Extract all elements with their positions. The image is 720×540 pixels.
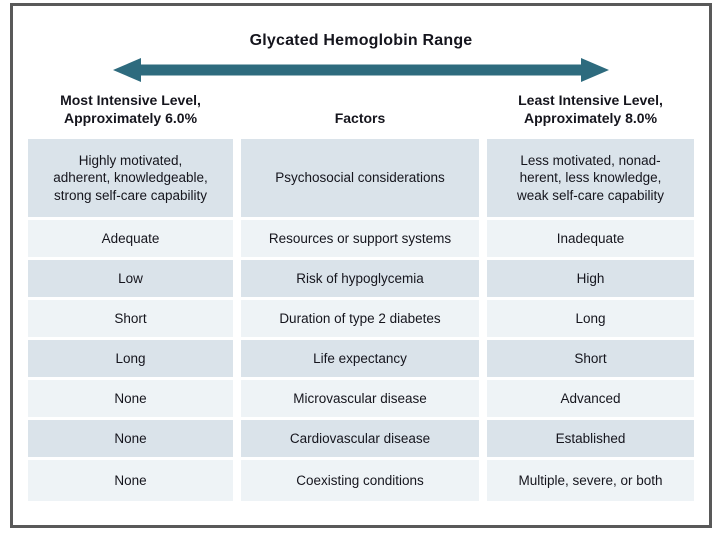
cell-most-intensive: Highly motivated, adherent, knowledgeabl… bbox=[28, 139, 233, 218]
table-row: Highly motivated, adherent, knowledgeabl… bbox=[28, 139, 694, 218]
cell-factor: Coexisting conditions bbox=[241, 460, 479, 502]
cell-most-intensive: Adequate bbox=[28, 220, 233, 258]
cell-most-intensive: None bbox=[28, 460, 233, 502]
cell-least-intensive: Multiple, severe, or both bbox=[487, 460, 694, 502]
column-headers: Most Intensive Level, Approximately 6.0%… bbox=[28, 91, 694, 127]
table-row: Short Duration of type 2 diabetes Long bbox=[28, 300, 694, 338]
table-row: None Cardiovascular disease Established bbox=[28, 420, 694, 458]
column-header-most-intensive: Most Intensive Level, Approximately 6.0% bbox=[60, 92, 201, 127]
cell-least-intensive: Established bbox=[487, 420, 694, 458]
cell-most-intensive: Low bbox=[28, 260, 233, 298]
cell-least-intensive: Inadequate bbox=[487, 220, 694, 258]
table-row: Low Risk of hypoglycemia High bbox=[28, 260, 694, 298]
cell-least-intensive: Long bbox=[487, 300, 694, 338]
cell-most-intensive: Short bbox=[28, 300, 233, 338]
cell-most-intensive: None bbox=[28, 380, 233, 418]
table-row: None Microvascular disease Advanced bbox=[28, 380, 694, 418]
cell-least-intensive: Less motivated, nonad- herent, less know… bbox=[487, 139, 694, 218]
cell-least-intensive: Short bbox=[487, 340, 694, 378]
factors-table: Highly motivated, adherent, knowledgeabl… bbox=[28, 139, 694, 502]
cell-factor: Resources or support systems bbox=[241, 220, 479, 258]
cell-factor: Cardiovascular disease bbox=[241, 420, 479, 458]
table-row: Long Life expectancy Short bbox=[28, 340, 694, 378]
cell-factor: Duration of type 2 diabetes bbox=[241, 300, 479, 338]
figure-title: Glycated Hemoglobin Range bbox=[249, 32, 473, 49]
table-row: Adequate Resources or support systems In… bbox=[28, 220, 694, 258]
cell-most-intensive: None bbox=[28, 420, 233, 458]
range-arrow bbox=[113, 56, 609, 84]
cell-factor: Psychosocial considerations bbox=[241, 139, 479, 218]
cell-most-intensive: Long bbox=[28, 340, 233, 378]
column-header-least-intensive: Least Intensive Level, Approximately 8.0… bbox=[518, 92, 663, 127]
figure-content: Glycated Hemoglobin Range Most Intensive… bbox=[28, 32, 694, 502]
double-arrow-shape bbox=[113, 58, 609, 82]
cell-least-intensive: Advanced bbox=[487, 380, 694, 418]
table-row: None Coexisting conditions Multiple, sev… bbox=[28, 460, 694, 502]
cell-factor: Risk of hypoglycemia bbox=[241, 260, 479, 298]
figure-frame: Glycated Hemoglobin Range Most Intensive… bbox=[10, 3, 712, 528]
column-header-factors: Factors bbox=[334, 110, 386, 127]
double-arrow-icon bbox=[113, 58, 609, 82]
cell-least-intensive: High bbox=[487, 260, 694, 298]
cell-factor: Life expectancy bbox=[241, 340, 479, 378]
cell-factor: Microvascular disease bbox=[241, 380, 479, 418]
